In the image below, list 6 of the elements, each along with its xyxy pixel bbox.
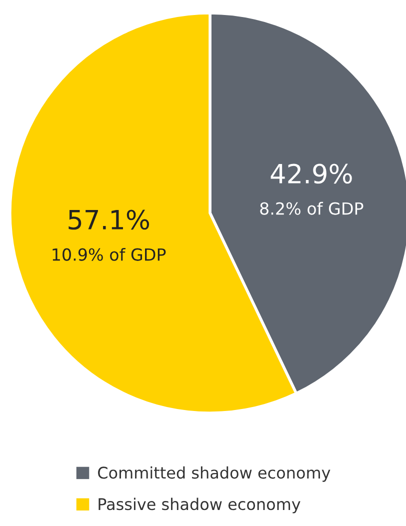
text: 8.2% of GDP — [260, 202, 364, 215]
data-label: 57.1% — [68, 210, 150, 230]
text: 10.9% of GDP — [52, 248, 166, 261]
data-label: 42.9% — [270, 164, 352, 184]
legend-label: Committed shadow economy — [98, 466, 330, 482]
legend-label: Passive shadow economy — [98, 498, 300, 514]
